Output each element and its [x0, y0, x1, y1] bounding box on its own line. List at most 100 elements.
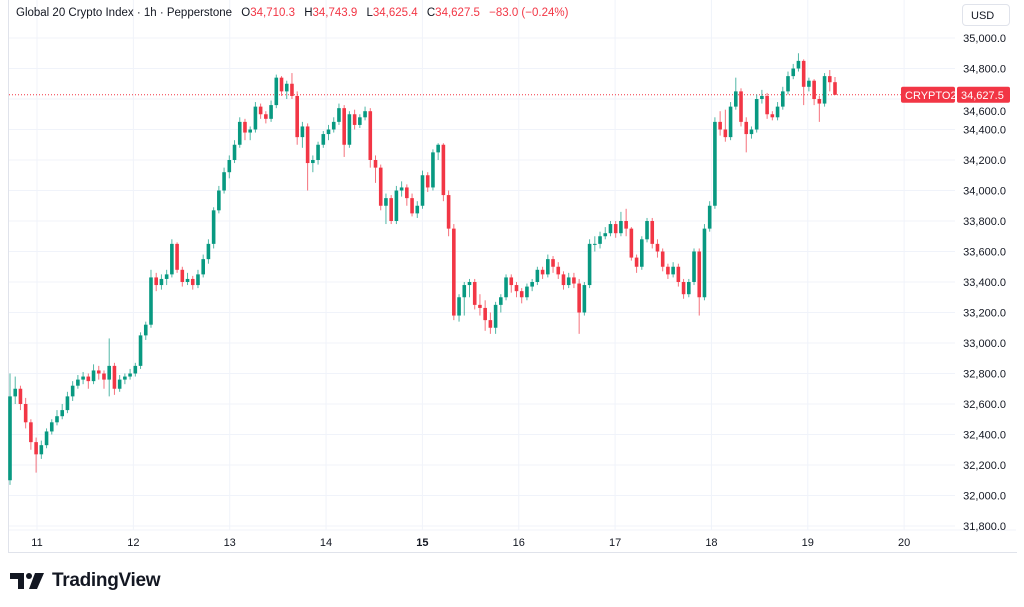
candle [269, 100, 273, 122]
candle-body [827, 76, 832, 83]
candle [514, 282, 519, 298]
x-tick-label: 16 [513, 537, 525, 549]
candle [316, 141, 320, 165]
candle [833, 77, 837, 96]
candle-body [258, 106, 263, 115]
candle-body [211, 210, 216, 244]
candle-body [707, 205, 712, 229]
candle-body [728, 106, 733, 138]
candle [253, 102, 258, 133]
candle-body [760, 95, 764, 99]
candle-body [446, 195, 451, 229]
candle-body [290, 83, 294, 96]
candle [274, 74, 279, 109]
candle-body [582, 285, 587, 313]
candle-body [833, 82, 837, 95]
candle-body [598, 236, 602, 244]
y-tick-label: 33,800.0 [963, 216, 1006, 228]
candle [420, 170, 425, 209]
tradingview-logo[interactable]: TradingView [10, 570, 161, 592]
candle [112, 362, 117, 395]
candle-body [175, 243, 179, 270]
candle [739, 88, 743, 127]
candle-body [488, 320, 493, 328]
candle [29, 419, 33, 450]
candle-body [765, 95, 769, 115]
candle-body [326, 129, 331, 135]
candle-body [279, 77, 284, 92]
candle-body [164, 274, 169, 279]
candle-body [264, 114, 268, 119]
y-tick-label: 33,600.0 [963, 247, 1006, 259]
candle [60, 404, 65, 420]
time-axis[interactable]: 11 12 13 14 15 16 17 18 19 20 [31, 537, 910, 549]
candle [593, 236, 597, 252]
candle [248, 126, 252, 141]
candle-body [801, 60, 806, 87]
candle [540, 266, 545, 279]
candle-body [358, 117, 362, 125]
candle-body [425, 175, 430, 188]
currency-button[interactable]: USD [962, 4, 1010, 26]
candle [133, 362, 138, 377]
candle-body [143, 324, 148, 336]
candle [185, 272, 190, 286]
candle [754, 94, 759, 133]
candle [441, 143, 446, 202]
candle-body [509, 277, 514, 286]
candle-body [305, 126, 310, 164]
candle-body [149, 277, 153, 325]
candle [180, 266, 185, 287]
candle [681, 278, 686, 299]
candle-body [551, 259, 555, 267]
candle [128, 368, 132, 380]
candle [164, 269, 169, 286]
candle [702, 224, 707, 301]
candle-body [117, 379, 122, 389]
candle [321, 131, 326, 148]
price-axis[interactable]: 35,000.0 34,800.0 34,600.0 34,400.0 34,200.0… [963, 33, 1006, 533]
candle [488, 312, 493, 334]
candle-body [540, 269, 545, 275]
candle [175, 242, 179, 273]
candle-body [316, 144, 320, 160]
x-tick-label: 18 [705, 537, 717, 549]
x-tick-label: 13 [224, 537, 236, 549]
candle [295, 91, 299, 145]
open-label: O [241, 7, 251, 19]
candle-body [817, 99, 822, 104]
y-tick-label: 34,200.0 [963, 155, 1006, 167]
candle [378, 164, 383, 211]
candle-body [217, 190, 221, 211]
candle-body [154, 277, 159, 286]
candle-body [754, 99, 759, 130]
candle-body [70, 385, 75, 397]
candle-body [791, 68, 796, 77]
candle-body [248, 129, 252, 133]
chart-pane[interactable] [8, 0, 1017, 553]
candle [566, 272, 571, 289]
candle [446, 190, 451, 237]
candle [634, 254, 639, 273]
candle [603, 227, 608, 240]
candle [660, 248, 665, 272]
candle [279, 76, 284, 96]
candle-body [65, 396, 70, 411]
candle-body [603, 233, 608, 237]
candle-body [196, 274, 200, 286]
candle [389, 195, 393, 225]
candle-body [556, 266, 561, 275]
candle-body [44, 431, 49, 446]
candle-body [23, 404, 28, 423]
candle [149, 269, 153, 328]
candle [770, 111, 775, 121]
candle-body [352, 114, 357, 125]
candle [812, 79, 816, 106]
candle [775, 102, 780, 121]
candle-body [566, 277, 571, 286]
y-tick-label: 31,800.0 [963, 521, 1006, 533]
candle-body [342, 108, 346, 145]
candle-body [692, 251, 696, 282]
candle-body [535, 269, 540, 282]
